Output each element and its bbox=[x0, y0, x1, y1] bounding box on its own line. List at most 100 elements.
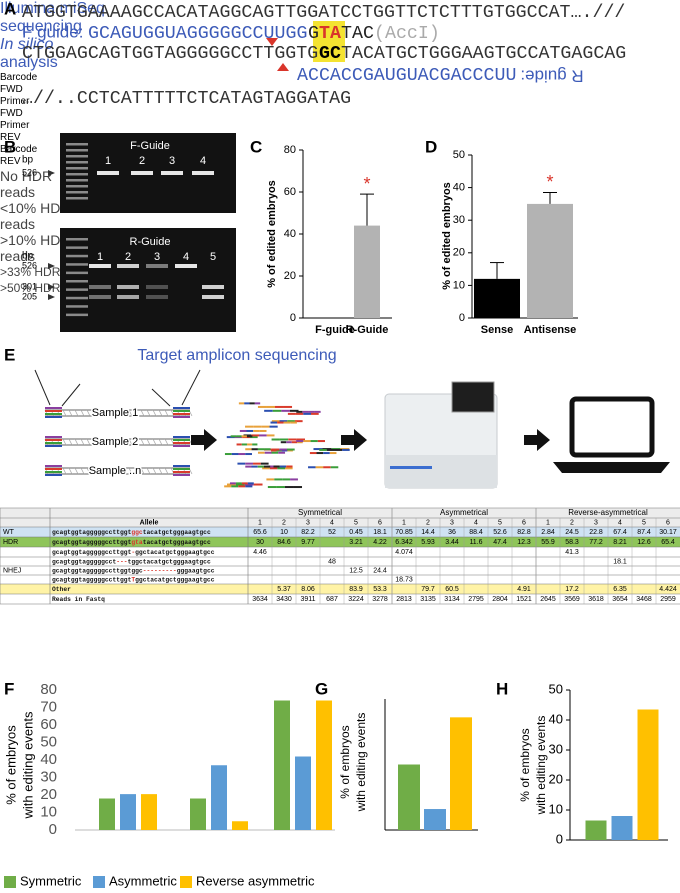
y-tick-label: 80 bbox=[40, 681, 57, 698]
unit-label: bp bbox=[22, 155, 34, 166]
cell-value: 3278 bbox=[372, 596, 388, 603]
sequence: TAC bbox=[341, 24, 374, 44]
marker-arrow bbox=[48, 284, 55, 290]
primer-label: Primer REV bbox=[0, 120, 30, 143]
cell-value: 30 bbox=[256, 539, 264, 546]
y-tick-label: 40 bbox=[549, 711, 563, 726]
allele: gcagtggtagggggccttggtTggctacatgctgggaagt… bbox=[52, 576, 215, 583]
sample-label: Sample ..n bbox=[89, 465, 142, 477]
ladder-band bbox=[66, 155, 88, 158]
marker-arrow bbox=[48, 263, 55, 269]
cell-value: 12.3 bbox=[517, 539, 531, 546]
allele: gcagtggtagggggccttggtgtatacatgctgggaagtg… bbox=[52, 539, 211, 546]
allele-part: Other bbox=[52, 586, 71, 593]
allele-part: --- bbox=[116, 558, 127, 565]
ladder-band bbox=[66, 280, 88, 283]
cell-value: 6.342 bbox=[395, 539, 413, 546]
sub-header: 6 bbox=[378, 519, 382, 526]
allele-part: gggaagtgcc bbox=[177, 567, 215, 574]
panel-label: F bbox=[4, 679, 14, 698]
gel-band bbox=[117, 264, 139, 268]
sub-header: 5 bbox=[498, 519, 502, 526]
ladder-band bbox=[66, 305, 88, 308]
marker-arrow bbox=[48, 294, 55, 300]
sub-header: 1 bbox=[258, 519, 262, 526]
allele-part: gta bbox=[131, 539, 143, 546]
allele: Other bbox=[52, 586, 71, 593]
y-tick-label: 20 bbox=[453, 247, 465, 259]
sequence: ATGGTGAAAAGCCACATAGGCAGTTGGATCCTGGTTCTCT… bbox=[22, 3, 625, 23]
bar bbox=[354, 225, 380, 318]
cell-value: 3569 bbox=[564, 596, 580, 603]
cell-value: 14.4 bbox=[421, 529, 435, 536]
flow-arrow bbox=[524, 429, 550, 451]
gel-band bbox=[202, 285, 224, 289]
lane-label: 4 bbox=[200, 155, 206, 167]
y-tick-label: 10 bbox=[549, 801, 563, 816]
x-tick-label: <10% HDR reads bbox=[0, 200, 71, 232]
gel-band bbox=[175, 264, 197, 268]
y-tick-label: 0 bbox=[290, 312, 296, 324]
allele: gcagtggtagggggccttggtggc---------gggaagt… bbox=[52, 567, 215, 574]
y-tick-label: 40 bbox=[40, 751, 57, 768]
sequence: GCAGUGGUAGGGGGCCUUGG bbox=[88, 24, 307, 44]
allele-part: ggctacatgctgggaagtgcc bbox=[135, 549, 215, 556]
allele-part: gcagtggtagggggcct bbox=[52, 558, 116, 565]
cell-value: 3135 bbox=[420, 596, 436, 603]
y-tick-label: 10 bbox=[40, 803, 57, 820]
cell-value: 8.06 bbox=[301, 586, 315, 593]
sequence: GC bbox=[319, 44, 341, 64]
cell-value: 82.2 bbox=[301, 529, 315, 536]
cell-value: 11.6 bbox=[469, 539, 482, 546]
cell-value: 6.35 bbox=[613, 586, 627, 593]
cell-value: 4.22 bbox=[373, 539, 387, 546]
sub-header: 1 bbox=[546, 519, 550, 526]
pointer bbox=[34, 369, 51, 406]
y-tick-label: 80 bbox=[284, 144, 296, 156]
bar bbox=[585, 820, 607, 840]
panel-label: C bbox=[250, 137, 262, 156]
cell-value: 53.3 bbox=[373, 586, 387, 593]
primer-label: Barcode FWD bbox=[0, 72, 38, 95]
cell-value: 2795 bbox=[468, 596, 484, 603]
sequencer-base bbox=[385, 455, 497, 488]
panel-label: G bbox=[315, 679, 328, 698]
sub-header: 2 bbox=[570, 519, 574, 526]
x-tick-label: >10% HDR reads bbox=[0, 232, 71, 264]
allele-part: T bbox=[131, 576, 135, 583]
group-header: Reverse-asymmetrical bbox=[568, 508, 648, 517]
y-tick-label: 60 bbox=[284, 186, 296, 198]
ladder-band bbox=[66, 149, 88, 152]
cell-value: 52.6 bbox=[493, 529, 507, 536]
cell-value: 79.7 bbox=[421, 586, 435, 593]
x-tick-label: F-guide bbox=[315, 324, 355, 336]
allele-part: gcagtggtagggggccttggt bbox=[52, 576, 132, 583]
bar bbox=[211, 765, 227, 830]
sequence: TACATGCTGGGAAGTGCCATGAGCAG bbox=[341, 44, 626, 64]
gel-band bbox=[89, 264, 111, 268]
gel-band bbox=[146, 285, 168, 289]
primer-label: Primer FWD bbox=[0, 96, 30, 119]
cell-value: 10 bbox=[280, 529, 288, 536]
primer-label: Barcode REV bbox=[0, 144, 38, 167]
ladder-band bbox=[66, 246, 88, 249]
significance-mark: * bbox=[363, 174, 370, 194]
guide-label: R guide: bbox=[520, 67, 583, 86]
sequence: CTGGAGCAGTGGTAGGGGGCCTTGGTG bbox=[22, 44, 318, 64]
sample-label: Sample 2 bbox=[92, 436, 138, 448]
cell-value: 2813 bbox=[396, 596, 412, 603]
ladder-band bbox=[66, 296, 88, 300]
panel-label: D bbox=[425, 137, 437, 156]
lane-label: 2 bbox=[139, 155, 145, 167]
cell-value: 2645 bbox=[540, 596, 556, 603]
legend-swatch bbox=[180, 876, 192, 888]
x-tick-label: Sense bbox=[481, 324, 513, 336]
cell-value: 58.3 bbox=[565, 539, 579, 546]
bar bbox=[141, 794, 157, 830]
bar bbox=[450, 717, 472, 830]
y-tick-label: 0 bbox=[459, 312, 465, 324]
ladder-band bbox=[66, 173, 88, 176]
cell-value: 36 bbox=[448, 529, 456, 536]
gel-band bbox=[117, 285, 139, 289]
panel-label: A bbox=[4, 0, 16, 18]
